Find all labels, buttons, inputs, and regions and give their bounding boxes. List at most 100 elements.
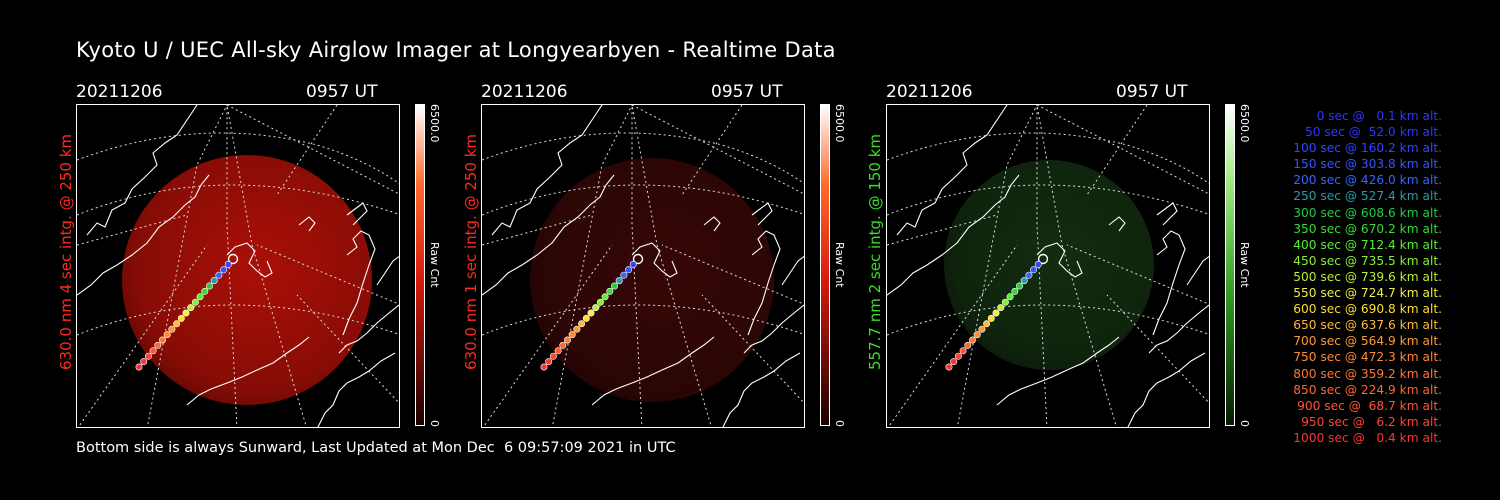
legend-entry: 950 sec @ 6.2 km alt. xyxy=(1301,414,1442,429)
trajectory-point xyxy=(168,325,176,333)
legend-entry: 500 sec @ 739.6 km alt. xyxy=(1293,269,1442,284)
trajectory-point xyxy=(964,341,972,349)
legend-entry: 150 sec @ 303.8 km alt. xyxy=(1293,157,1442,172)
legend-entry: 650 sec @ 637.6 km alt. xyxy=(1293,318,1442,333)
trajectory-point xyxy=(1006,293,1014,301)
trajectory-point xyxy=(196,293,204,301)
trajectory-point xyxy=(573,325,581,333)
trajectory-point xyxy=(620,271,628,279)
trajectory-point xyxy=(206,282,214,290)
legend-entry: 600 sec @ 690.8 km alt. xyxy=(1293,302,1442,317)
trajectory-point xyxy=(987,314,995,322)
panel-3-date: 20211206 xyxy=(886,82,973,102)
trajectory-point xyxy=(596,298,604,306)
trajectory-point xyxy=(135,363,143,371)
trajectory xyxy=(135,253,239,371)
trajectory-point xyxy=(969,336,977,344)
trajectory-point xyxy=(540,363,548,371)
trajectory-point xyxy=(582,314,590,322)
trajectory-point xyxy=(1020,277,1028,285)
trajectory-point xyxy=(568,331,576,339)
trajectory-point xyxy=(1025,271,1033,279)
panel-3-time: 0957 UT xyxy=(1116,82,1188,102)
legend-entry: 400 sec @ 712.4 km alt. xyxy=(1293,237,1442,252)
panel-2-side-label: 630.0 nm 1 sec intg. @ 250 km xyxy=(462,133,480,370)
allsky-map xyxy=(887,105,1209,427)
legend-entry: 200 sec @ 426.0 km alt. xyxy=(1293,173,1442,188)
trajectory-point xyxy=(945,363,953,371)
legend-entry: 0 sec @ 0.1 km alt. xyxy=(1316,109,1442,123)
trajectory-point xyxy=(163,331,171,339)
trajectory-point xyxy=(220,266,228,274)
legend-entry: 250 sec @ 527.4 km alt. xyxy=(1293,189,1442,204)
trajectory-point xyxy=(997,304,1005,312)
panel-1-colorbar-unit: Raw Cnt xyxy=(428,242,441,288)
footer-note: Bottom side is always Sunward, Last Upda… xyxy=(76,440,676,456)
legend-entry: 1000 sec @ 0.4 km alt. xyxy=(1293,430,1442,445)
panel-2-date: 20211206 xyxy=(481,82,568,102)
airglow-field xyxy=(944,160,1154,370)
legend-entry: 300 sec @ 608.6 km alt. xyxy=(1293,205,1442,220)
trajectory-point xyxy=(191,298,199,306)
trajectory-point xyxy=(549,352,557,360)
legend-entry: 750 sec @ 472.3 km alt. xyxy=(1293,350,1442,365)
trajectory-point xyxy=(173,320,181,328)
trajectory-point xyxy=(950,358,958,366)
trajectory-point xyxy=(177,314,185,322)
panel-3-side-label: 557.7 nm 2 sec intg. @ 150 km xyxy=(866,133,884,370)
trajectory-point xyxy=(1030,266,1038,274)
panel-1-time: 0957 UT xyxy=(306,82,378,102)
trajectory-point xyxy=(601,293,609,301)
trajectory-point xyxy=(559,341,567,349)
panel-1-allsky-image xyxy=(76,104,400,428)
panel-2-colorbar-unit: Raw Cnt xyxy=(833,242,846,288)
panel-1-side-label: 630.0 nm 4 sec intg. @ 250 km xyxy=(57,133,75,370)
trajectory-point xyxy=(632,253,644,265)
panel-2-colorbar-min: 0 xyxy=(833,420,846,427)
legend-entry: 350 sec @ 670.2 km alt. xyxy=(1293,221,1442,236)
trajectory-point xyxy=(159,336,167,344)
panel-2-colorbar-max: 6500.0 xyxy=(833,104,846,143)
allsky-map xyxy=(77,105,399,427)
legend-entry: 850 sec @ 224.9 km alt. xyxy=(1293,382,1442,397)
legend-entry: 450 sec @ 735.5 km alt. xyxy=(1293,253,1442,268)
trajectory-point xyxy=(182,309,190,317)
panel-2-allsky-image xyxy=(481,104,805,428)
trajectory-point xyxy=(1001,298,1009,306)
airglow-field xyxy=(530,158,774,402)
trajectory-point xyxy=(615,277,623,285)
trajectory-point xyxy=(954,352,962,360)
trajectory-point xyxy=(564,336,572,344)
panel-3-allsky-image xyxy=(886,104,1210,428)
coastline xyxy=(77,105,399,427)
trajectory-point xyxy=(215,271,223,279)
legend-entry: 900 sec @ 68.7 km alt. xyxy=(1297,398,1442,413)
trajectory-point xyxy=(578,320,586,328)
trajectory-point xyxy=(983,320,991,328)
panel-1-colorbar-max: 6500.0 xyxy=(428,104,441,143)
trajectory-point xyxy=(1016,282,1024,290)
panel-1-colorbar xyxy=(415,104,425,426)
trajectory-point xyxy=(545,358,553,366)
trajectory-point xyxy=(1011,287,1019,295)
trajectory-point xyxy=(592,304,600,312)
panel-2-time: 0957 UT xyxy=(711,82,783,102)
trajectory-point xyxy=(1037,253,1049,265)
trajectory-point xyxy=(554,347,562,355)
trajectory-point xyxy=(210,277,218,285)
legend-entry: 100 sec @ 160.2 km alt. xyxy=(1293,141,1442,156)
coastline xyxy=(887,105,1209,427)
trajectory-point xyxy=(149,347,157,355)
trajectory-point xyxy=(224,260,232,268)
trajectory-point xyxy=(154,341,162,349)
legend-entry: 800 sec @ 359.2 km alt. xyxy=(1293,366,1442,381)
trajectory-point xyxy=(992,309,1000,317)
panel-1-date: 20211206 xyxy=(76,82,163,102)
panel-1-colorbar-min: 0 xyxy=(428,420,441,427)
trajectory xyxy=(540,253,644,371)
trajectory-point xyxy=(611,282,619,290)
legend-entry: 700 sec @ 564.9 km alt. xyxy=(1293,334,1442,349)
coastline xyxy=(482,105,804,427)
trajectory-point xyxy=(625,266,633,274)
